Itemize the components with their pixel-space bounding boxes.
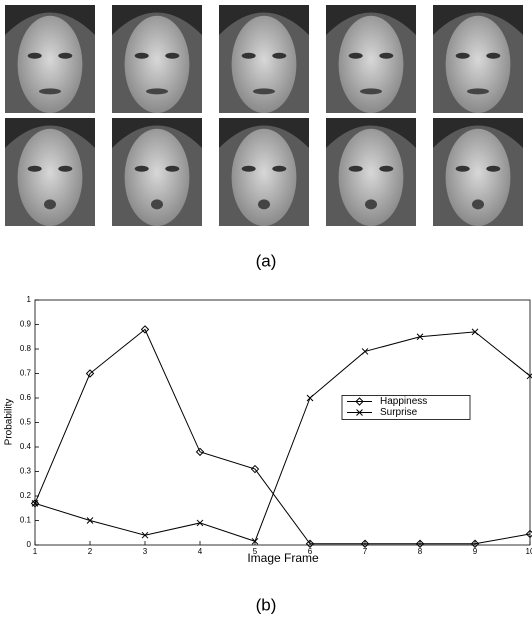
mouth (467, 88, 489, 94)
y-tick-label: 1 (27, 295, 32, 304)
eye (272, 53, 286, 59)
x-tick-label: 10 (526, 547, 532, 556)
mouth (253, 88, 275, 94)
mouth (39, 88, 61, 94)
plot-frame (35, 300, 530, 545)
eye (456, 53, 470, 59)
face (339, 129, 404, 226)
series-line (35, 332, 530, 541)
x-tick-label: 6 (308, 547, 313, 556)
marker (362, 348, 368, 354)
marker (527, 373, 532, 379)
mouth (44, 199, 56, 209)
eye (58, 166, 72, 172)
marker (87, 518, 93, 524)
x-tick-label: 5 (253, 547, 258, 556)
legend-label: Happiness (380, 396, 427, 407)
y-tick-label: 0.8 (20, 344, 32, 353)
eye (379, 166, 393, 172)
mouth (146, 88, 168, 94)
x-tick-label: 3 (143, 547, 148, 556)
eye (28, 53, 42, 59)
face (446, 129, 511, 226)
eye (456, 166, 470, 172)
face (446, 16, 511, 113)
eye (486, 166, 500, 172)
eye (379, 53, 393, 59)
x-tick-label: 8 (418, 547, 423, 556)
y-tick-label: 0.4 (20, 442, 32, 451)
face (18, 129, 83, 226)
y-tick-label: 0.3 (20, 467, 32, 476)
mouth (360, 88, 382, 94)
y-axis-label: Probability (4, 399, 15, 446)
y-tick-label: 0.9 (20, 320, 32, 329)
eye (135, 166, 149, 172)
eye (58, 53, 72, 59)
eye (486, 53, 500, 59)
y-tick-label: 0.5 (20, 418, 32, 427)
face (125, 129, 190, 226)
eye (272, 166, 286, 172)
eye (242, 166, 256, 172)
y-tick-label: 0.7 (20, 369, 32, 378)
y-tick-label: 0.6 (20, 393, 32, 402)
marker (307, 395, 313, 401)
x-tick-label: 9 (473, 547, 478, 556)
photo-grid (5, 5, 523, 226)
x-tick-label: 4 (198, 547, 203, 556)
face (125, 16, 190, 113)
eye (165, 166, 179, 172)
face (232, 16, 297, 113)
x-tick-label: 2 (88, 547, 93, 556)
mouth (365, 199, 377, 209)
caption: (a) (256, 251, 277, 270)
eye (28, 166, 42, 172)
y-tick-label: 0.1 (20, 516, 32, 525)
caption: (b) (256, 595, 277, 614)
mouth (472, 199, 484, 209)
series-line (35, 329, 530, 543)
eye (135, 53, 149, 59)
legend-label: Surprise (380, 407, 418, 418)
mouth (151, 199, 163, 209)
eye (242, 53, 256, 59)
eye (349, 166, 363, 172)
y-tick-label: 0.2 (20, 491, 32, 500)
eye (349, 53, 363, 59)
face (232, 129, 297, 226)
x-tick-label: 7 (363, 547, 368, 556)
face (18, 16, 83, 113)
face (339, 16, 404, 113)
x-tick-label: 1 (33, 547, 38, 556)
mouth (258, 199, 270, 209)
y-tick-label: 0 (27, 540, 32, 549)
eye (165, 53, 179, 59)
